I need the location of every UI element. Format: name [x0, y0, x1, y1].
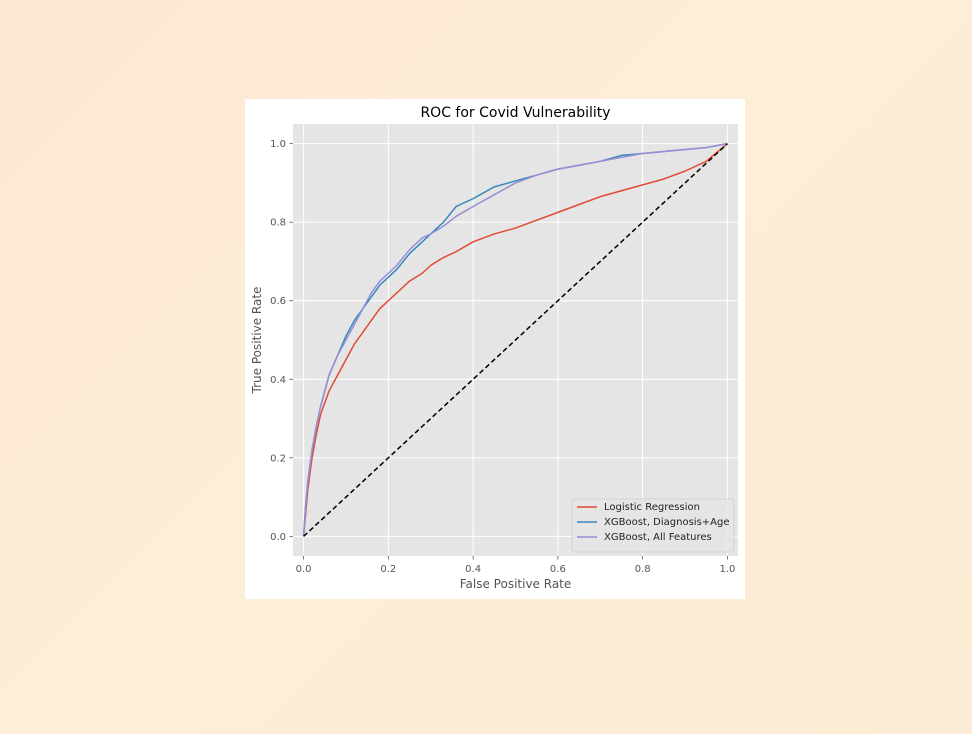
legend-label: Logistic Regression [604, 502, 700, 513]
legend-label: XGBoost, Diagnosis+Age [604, 517, 730, 528]
series-line-0 [302, 143, 728, 537]
y-tick-label: 0.6 [270, 296, 286, 307]
chart-title: ROC for Covid Vulnerability [420, 105, 610, 121]
x-tick-label: 0.8 [635, 564, 651, 575]
y-tick-label: 0.0 [270, 532, 286, 543]
legend-box [571, 498, 735, 553]
series-line-2 [302, 142, 728, 537]
x-tick-label: 0.4 [465, 564, 481, 575]
x-tick-label: 0.0 [296, 564, 312, 575]
x-tick-label: 0.2 [380, 564, 396, 575]
roc-chart: 0.0 0.2 0.4 0.6 0.8 1.0 0.0 0.2 0.4 0.6 0.8 1.0 ROC… [250, 105, 738, 591]
y-tick-label: 1.0 [270, 139, 286, 150]
grid-lines [293, 124, 738, 556]
y-tick-label: 0.2 [270, 453, 286, 464]
x-tick-label: 1.0 [719, 564, 735, 575]
legend: Logistic Regression XGBoost, Diagnosis+Ag… [571, 498, 735, 553]
chart-figure: 0.0 0.2 0.4 0.6 0.8 1.0 0.0 0.2 0.4 0.6 0.8 1.0 ROC… [245, 99, 745, 599]
y-tick-label: 0.8 [270, 218, 286, 229]
x-axis-label: False Positive Rate [460, 577, 572, 591]
legend-label: XGBoost, All Features [604, 532, 712, 543]
series-lines [302, 142, 728, 537]
y-tick-label: 0.4 [270, 375, 286, 386]
axis-ticks: 0.0 0.2 0.4 0.6 0.8 1.0 0.0 0.2 0.4 0.6 0.8 1.0 [270, 139, 735, 575]
chance-diagonal-line [303, 143, 728, 537]
y-axis-label: True Positive Rate [250, 287, 264, 395]
x-tick-label: 0.6 [550, 564, 566, 575]
